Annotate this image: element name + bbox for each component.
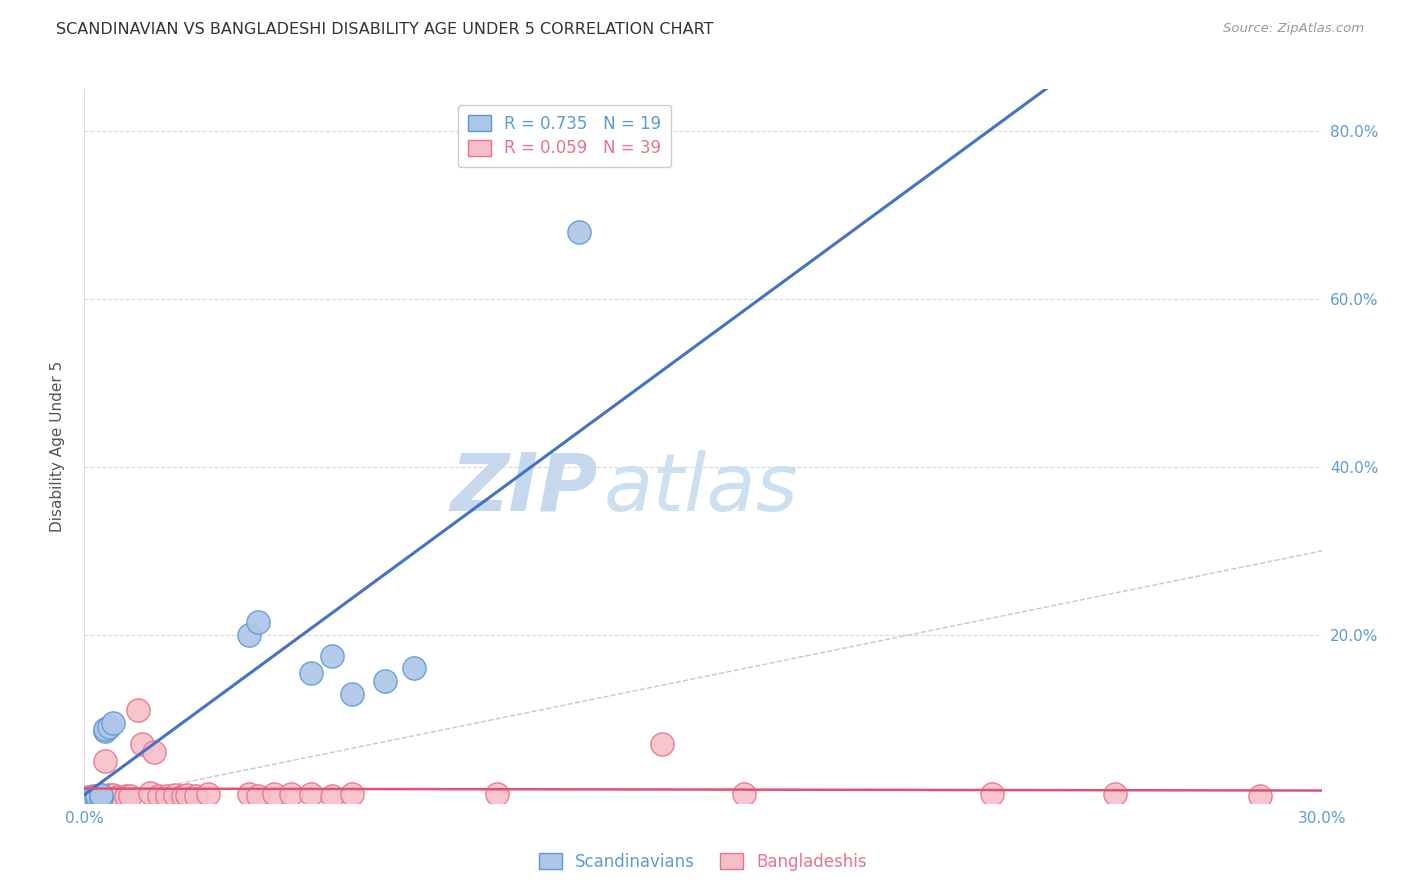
Point (82, 790, 104, 805)
Point (321, 648, 343, 663)
Point (77, 789, 100, 804)
Point (139, 786, 162, 800)
Point (733, 788, 755, 802)
Point (82, 789, 104, 803)
Point (90, 789, 112, 803)
Text: Source: ZipAtlas.com: Source: ZipAtlas.com (1223, 22, 1364, 36)
Point (86, 791, 108, 805)
Point (299, 788, 322, 802)
Point (118, 789, 141, 803)
Point (156, 789, 179, 803)
Point (374, 674, 396, 689)
Point (568, 225, 591, 239)
Point (127, 703, 149, 717)
Point (280, 788, 302, 802)
Y-axis label: Disability Age Under 5: Disability Age Under 5 (51, 360, 65, 532)
Point (94, 754, 117, 768)
Point (82, 792, 104, 806)
Point (103, 716, 125, 731)
Text: atlas: atlas (605, 450, 799, 528)
Point (86, 789, 108, 803)
Point (1249, 789, 1271, 803)
Point (86, 791, 108, 805)
Point (246, 789, 269, 803)
Point (651, 737, 673, 751)
Point (94, 789, 117, 804)
Point (342, 788, 364, 802)
Point (299, 665, 322, 680)
Legend: Scandinavians, Bangladeshis: Scandinavians, Bangladeshis (530, 845, 876, 880)
Point (98, 720, 121, 734)
Point (90, 790, 112, 805)
Point (90, 790, 112, 805)
Point (184, 789, 207, 803)
Point (246, 615, 269, 630)
Text: ZIP: ZIP (450, 450, 598, 528)
Point (148, 789, 170, 803)
Point (165, 789, 187, 803)
Point (86, 789, 108, 804)
Point (238, 788, 260, 802)
Point (103, 789, 125, 803)
Point (404, 661, 426, 675)
Point (980, 788, 1002, 802)
Point (197, 788, 219, 802)
Point (94, 722, 117, 736)
Point (105, 789, 128, 804)
Point (98, 789, 121, 803)
Legend: R = 0.735   N = 19, R = 0.059   N = 39: R = 0.735 N = 19, R = 0.059 N = 39 (458, 104, 672, 168)
Point (77, 791, 100, 805)
Point (94, 724, 117, 739)
Point (176, 789, 198, 803)
Point (263, 788, 285, 802)
Point (1104, 788, 1126, 802)
Point (131, 737, 153, 751)
Point (321, 789, 343, 803)
Point (90, 789, 112, 803)
Point (485, 788, 508, 802)
Point (172, 789, 194, 803)
Text: SCANDINAVIAN VS BANGLADESHI DISABILITY AGE UNDER 5 CORRELATION CHART: SCANDINAVIAN VS BANGLADESHI DISABILITY A… (56, 22, 714, 37)
Point (342, 687, 364, 701)
Point (77, 791, 100, 805)
Point (82, 789, 104, 804)
Point (143, 746, 166, 760)
Point (238, 628, 260, 642)
Point (114, 789, 136, 803)
